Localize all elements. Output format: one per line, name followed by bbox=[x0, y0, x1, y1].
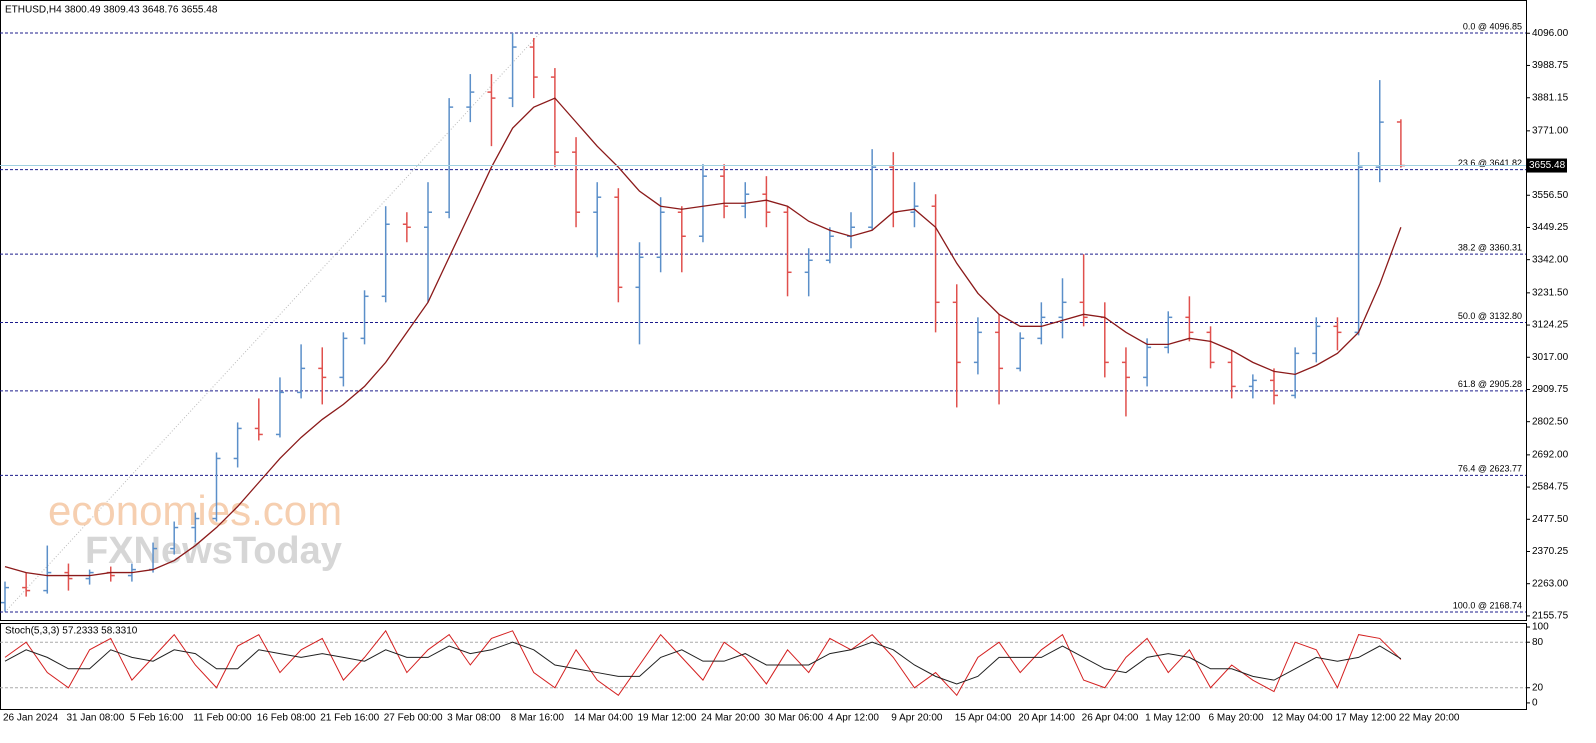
x-tick-label: 26 Jan 2024 bbox=[3, 713, 58, 724]
y-tick-label: 2909.75 bbox=[1532, 384, 1569, 395]
y-tick-label: 0 bbox=[1532, 698, 1538, 709]
stoch-header: Stoch(5,3,3) 57.2333 58.3310 bbox=[5, 626, 138, 637]
x-tick-label: 17 May 12:00 bbox=[1335, 713, 1396, 724]
stoch-line bbox=[4, 641, 1402, 685]
y-tick-label: 2155.75 bbox=[1532, 611, 1569, 622]
x-tick-label: 6 May 20:00 bbox=[1209, 713, 1264, 724]
y-tick-label: 3342.00 bbox=[1532, 254, 1569, 265]
y-tick-label: 2584.75 bbox=[1532, 482, 1569, 493]
x-tick-label: 12 May 04:00 bbox=[1272, 713, 1333, 724]
y-tick-label: 3556.50 bbox=[1532, 190, 1569, 201]
x-tick-label: 20 Apr 14:00 bbox=[1018, 713, 1075, 724]
x-tick-label: 30 Mar 06:00 bbox=[764, 713, 823, 724]
y-tick-label: 100 bbox=[1532, 622, 1549, 633]
last-price-box bbox=[1527, 158, 1567, 173]
x-tick-label: 15 Apr 04:00 bbox=[955, 713, 1012, 724]
y-tick-label: 2370.25 bbox=[1532, 546, 1569, 557]
x-tick-label: 1 May 12:00 bbox=[1145, 713, 1200, 724]
y-tick-label: 2477.50 bbox=[1532, 514, 1569, 525]
x-tick-label: 19 Mar 12:00 bbox=[638, 713, 697, 724]
fib-label: 61.8 @ 2905.28 bbox=[1458, 379, 1522, 389]
x-tick-label: 5 Feb 16:00 bbox=[130, 713, 184, 724]
x-tick-label: 27 Feb 00:00 bbox=[384, 713, 443, 724]
watermark: FXNewsToday bbox=[85, 530, 342, 572]
last-price-label: 3655.48 bbox=[1529, 160, 1566, 171]
x-tick-label: 4 Apr 12:00 bbox=[828, 713, 880, 724]
x-tick-label: 16 Feb 08:00 bbox=[257, 713, 316, 724]
chart-header: ETHUSD,H4 3800.49 3809.43 3648.76 3655.4… bbox=[5, 5, 218, 16]
stoch-line bbox=[4, 629, 1402, 697]
y-tick-label: 3771.00 bbox=[1532, 125, 1569, 136]
y-tick-label: 3449.25 bbox=[1532, 222, 1569, 233]
fib-label: 50.0 @ 3132.80 bbox=[1458, 311, 1522, 321]
x-tick-label: 31 Jan 08:00 bbox=[66, 713, 124, 724]
moving-average bbox=[4, 97, 1402, 577]
x-tick-label: 8 Mar 16:00 bbox=[511, 713, 565, 724]
main-frame bbox=[0, 0, 1527, 621]
fib-label: 76.4 @ 2623.77 bbox=[1458, 464, 1522, 474]
y-tick-label: 2263.00 bbox=[1532, 578, 1569, 589]
x-tick-label: 14 Mar 04:00 bbox=[574, 713, 633, 724]
y-tick-label: 2692.00 bbox=[1532, 450, 1569, 461]
y-tick-label: 80 bbox=[1532, 637, 1544, 648]
x-tick-label: 9 Apr 20:00 bbox=[891, 713, 943, 724]
x-tick-label: 3 Mar 08:00 bbox=[447, 713, 501, 724]
y-tick-label: 4096.00 bbox=[1532, 28, 1569, 39]
x-tick-label: 22 May 20:00 bbox=[1399, 713, 1460, 724]
y-tick-label: 3124.25 bbox=[1532, 320, 1569, 331]
y-tick-label: 3988.75 bbox=[1532, 60, 1569, 71]
x-tick-label: 24 Mar 20:00 bbox=[701, 713, 760, 724]
fib-label: 38.2 @ 3360.31 bbox=[1458, 243, 1522, 253]
fib-label: 100.0 @ 2168.74 bbox=[1453, 600, 1522, 610]
x-tick-label: 26 Apr 04:00 bbox=[1082, 713, 1139, 724]
y-tick-label: 3017.00 bbox=[1532, 352, 1569, 363]
x-tick-label: 21 Feb 16:00 bbox=[320, 713, 379, 724]
stoch-frame bbox=[0, 623, 1527, 710]
fib-label: 0.0 @ 4096.85 bbox=[1463, 21, 1522, 31]
fib-label: 23.6 @ 3641.82 bbox=[1458, 158, 1522, 168]
x-tick-label: 11 Feb 00:00 bbox=[193, 713, 252, 724]
y-tick-label: 20 bbox=[1532, 682, 1544, 693]
y-tick-label: 3231.50 bbox=[1532, 287, 1569, 298]
y-tick-label: 3881.15 bbox=[1532, 92, 1569, 103]
y-tick-label: 2802.50 bbox=[1532, 416, 1569, 427]
